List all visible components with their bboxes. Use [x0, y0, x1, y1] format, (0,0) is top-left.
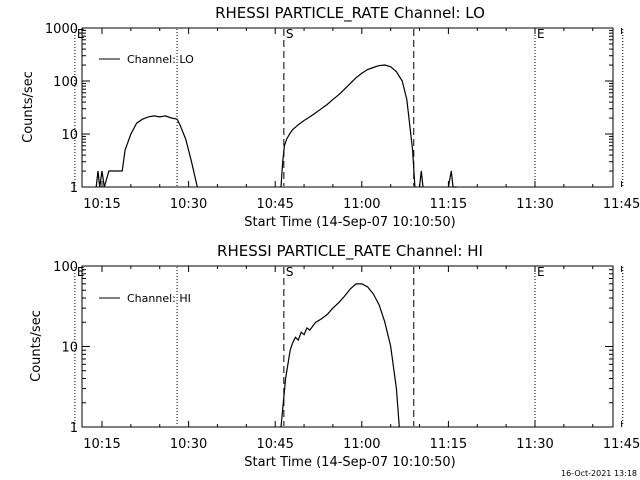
x-tick-label: 11:45	[603, 197, 640, 212]
x-tick-label: 10:45	[256, 437, 293, 452]
series-line	[447, 170, 457, 188]
series-line	[280, 283, 400, 428]
event-marker-label: S	[286, 265, 294, 279]
plot-timestamp: 16-Oct-2021 13:18	[561, 469, 637, 478]
x-tick-label: 11:30	[516, 197, 553, 212]
series-line	[418, 170, 424, 188]
panel-lo: RHESSI PARTICLE_RATE Channel: LO Counts/…	[21, 4, 640, 230]
chart-title: RHESSI PARTICLE_RATE Channel: LO	[215, 4, 485, 23]
y-tick-label: 100	[53, 260, 78, 275]
legend-label: Channel: LO	[127, 53, 194, 66]
y-tick-label: 1	[70, 181, 78, 196]
x-tick-label: 10:30	[170, 197, 207, 212]
legend-label: Channel: HI	[127, 292, 191, 305]
event-marker-label: E	[77, 27, 85, 41]
x-axis-label: Start Time (14-Sep-07 10:10:50)	[244, 215, 455, 230]
x-tick-label: 11:15	[430, 197, 467, 212]
y-tick-label: 1000	[45, 22, 78, 37]
x-tick-label: 10:15	[83, 197, 120, 212]
x-tick-label: 11:00	[343, 197, 380, 212]
x-tick-label: 10:15	[83, 437, 120, 452]
series-line	[280, 64, 416, 188]
plot-frame	[81, 265, 614, 428]
x-axis-label: Start Time (14-Sep-07 10:10:50)	[244, 455, 455, 470]
series-line	[95, 115, 198, 188]
y-axis-label: Counts/sec	[29, 310, 44, 382]
event-marker-label: E	[77, 265, 85, 279]
x-tick-label: 11:45	[603, 437, 640, 452]
y-tick-label: 1	[70, 421, 78, 436]
plot-frame	[81, 27, 614, 188]
x-tick-label: 10:30	[170, 437, 207, 452]
y-tick-label: 100	[53, 75, 78, 90]
x-tick-label: 11:00	[343, 437, 380, 452]
x-tick-label: 11:30	[516, 437, 553, 452]
x-tick-label: 11:15	[430, 437, 467, 452]
event-marker-label: S	[286, 27, 294, 41]
event-marker-label: E	[537, 265, 545, 279]
panel-hi: RHESSI PARTICLE_RATE Channel: HI Counts/…	[29, 242, 640, 470]
chart-title: RHESSI PARTICLE_RATE Channel: HI	[217, 242, 483, 261]
event-marker-label: E	[537, 27, 545, 41]
y-axis-label: Counts/sec	[21, 71, 36, 143]
y-tick-label: 10	[61, 341, 78, 356]
y-tick-label: 10	[61, 128, 78, 143]
x-tick-label: 10:45	[256, 197, 293, 212]
